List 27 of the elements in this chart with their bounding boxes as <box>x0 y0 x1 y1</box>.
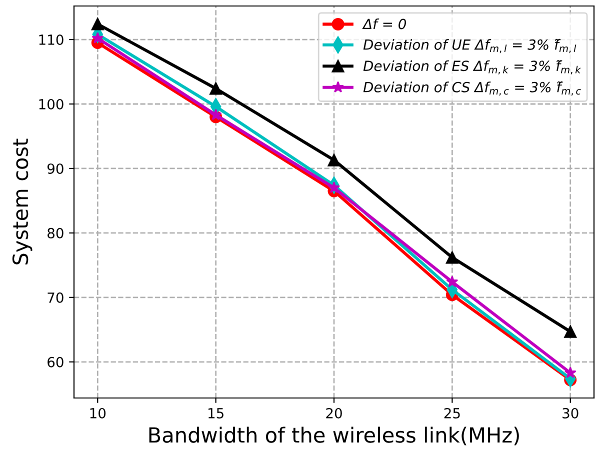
point <box>328 182 340 194</box>
y-tick-label: 80 <box>48 228 64 238</box>
x-tick-label: 10 <box>90 408 106 418</box>
point <box>446 251 458 264</box>
point <box>564 325 577 338</box>
point <box>210 108 222 120</box>
legend-label: Deviation of ES Δf$_{m,k}$ = 3% f̃$_{m,k}$ <box>363 60 582 74</box>
point <box>210 82 222 95</box>
y-axis-title: System cost <box>12 138 32 264</box>
y-tick-label: 60 <box>48 356 64 368</box>
x-tick-label: 20 <box>326 408 342 418</box>
point <box>91 18 104 30</box>
legend-label: Deviation of UE Δf$_{m,l}$ = 3% f̃$_{m,l}$ <box>363 38 576 54</box>
y-tick-label: 90 <box>47 163 64 174</box>
x-tick-label: 30 <box>562 408 578 418</box>
legend-label: Δf = 0 <box>362 18 406 30</box>
y-tick-label: 70 <box>48 292 64 303</box>
y-tick-label: 110 <box>39 34 64 45</box>
x-tick-label: 25 <box>444 408 460 418</box>
point <box>446 276 458 288</box>
x-tick-label: 15 <box>208 408 224 418</box>
x-axis-title: Bandwidth of the wireless link(MHz) <box>149 426 519 446</box>
y-tick-label: 100 <box>39 98 64 110</box>
point <box>564 366 576 378</box>
legend-label: Deviation of CS Δf$_{m,c}$ = 3% f̃$_{m,c}$ <box>363 81 581 96</box>
point <box>328 154 340 166</box>
point <box>92 32 104 44</box>
